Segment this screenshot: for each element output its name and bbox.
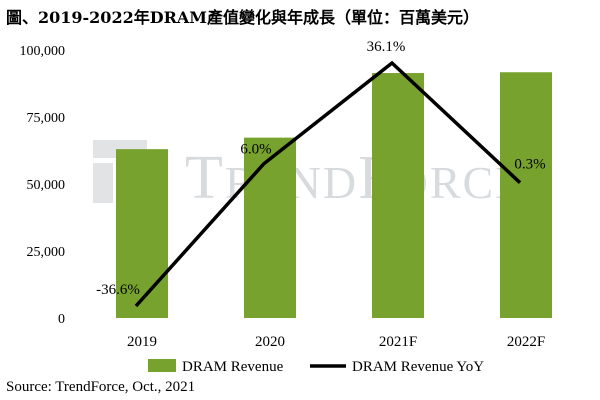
x-tick-label: 2020	[255, 334, 285, 350]
yoy-data-label: 6.0%	[240, 142, 271, 158]
x-tick-label: 2021F	[379, 334, 417, 350]
legend-bar-swatch	[148, 359, 176, 372]
y-tick-label: 0	[58, 312, 65, 327]
y-tick-label: 50,000	[27, 178, 66, 193]
yoy-line	[134, 60, 522, 308]
revenue-bar	[244, 137, 296, 318]
y-tick-label: 100,000	[20, 44, 66, 59]
chart-title: 圖、2019-2022年DRAM產值變化與年成長（單位：百萬美元）	[6, 8, 480, 27]
x-tick-label: 2022F	[507, 334, 545, 350]
svg-text:TRENDFORCE: TRENDFORCE	[185, 144, 525, 212]
x-tick-label: 2019	[127, 334, 157, 350]
revenue-bar	[116, 149, 168, 318]
revenue-bar	[372, 73, 424, 318]
y-tick-label: 25,000	[27, 245, 66, 260]
source-note: Source: TrendForce, Oct., 2021	[6, 379, 196, 395]
yoy-data-label: -36.6%	[96, 282, 140, 298]
y-tick-label: 75,000	[27, 111, 66, 126]
revenue-bar	[500, 72, 552, 318]
legend-bar-label: DRAM Revenue	[182, 359, 284, 375]
yoy-data-label: 36.1%	[367, 39, 406, 55]
yoy-data-label: 0.3%	[514, 157, 545, 173]
legend-line-label: DRAM Revenue YoY	[352, 359, 484, 375]
